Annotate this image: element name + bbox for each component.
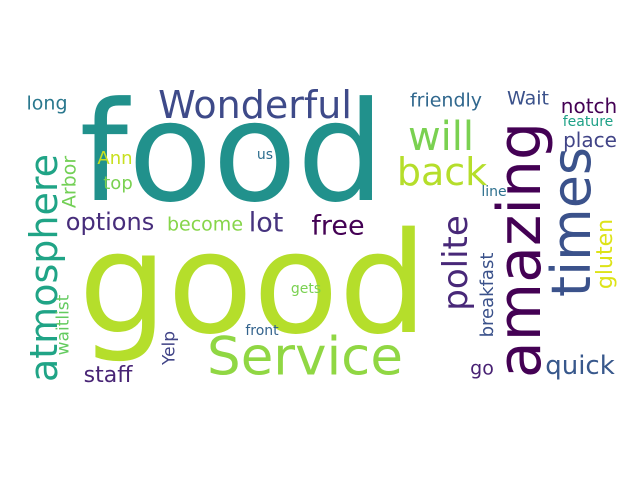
word-us: us [256,147,274,163]
word-good: good [78,203,428,366]
word-friendly: friendly [409,89,483,112]
word-yelp: Yelp [159,330,180,366]
word-place: place [563,128,617,152]
word-feature: feature [562,114,614,130]
word-go: go [470,357,494,380]
word-long: long [26,92,68,115]
word-line: line [481,184,507,200]
word-options: options [65,208,155,236]
word-front: front [245,323,279,339]
word-become: become [166,213,244,236]
word-free: free [311,210,365,242]
word-gluten: gluten [593,218,618,290]
word-will: will [407,114,475,160]
word-wait: Wait [507,87,549,110]
word-gets: gets [290,281,322,297]
word-polite: polite [436,215,476,311]
word-food: food [79,72,385,233]
word-times: times [540,146,603,298]
word-ann: Ann [97,148,133,169]
word-breakfast: breakfast [477,252,498,338]
word-service: Service [207,326,403,388]
word-top: top [103,173,133,194]
word-quick: quick [545,351,615,381]
word-lot: lot [248,207,284,239]
word-arbor: Arbor [58,155,81,209]
word-waitlist: waitlist [53,294,74,356]
word-notch: notch [560,94,618,118]
word-wonderful: Wonderful [158,83,352,127]
word-staff: staff [83,363,133,388]
word-back: back [396,150,488,194]
